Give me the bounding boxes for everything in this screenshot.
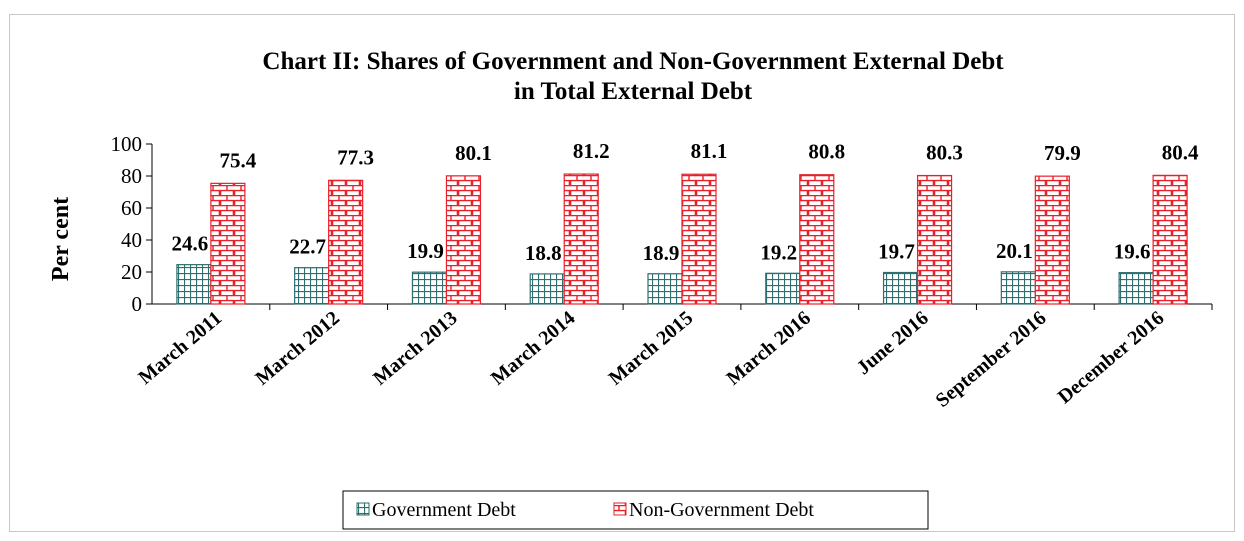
bar-non-government <box>1034 175 1070 305</box>
data-label-government: 18.9 <box>643 241 680 265</box>
data-label-government: 19.7 <box>878 239 915 263</box>
y-tick-label: 80 <box>121 164 142 188</box>
x-category-label: March 2015 <box>605 307 698 390</box>
legend-box <box>342 490 929 530</box>
data-label-non-government: 81.1 <box>691 139 728 163</box>
bar-non-government <box>916 174 953 305</box>
data-label-government: 19.2 <box>760 240 797 264</box>
bar-non-government <box>328 179 364 305</box>
bar-government <box>1000 271 1036 305</box>
chart-title-line2: in Total External Debt <box>514 78 753 105</box>
legend-swatch-government <box>356 502 370 516</box>
x-category-label: March 2012 <box>251 307 344 390</box>
data-label-government: 22.7 <box>289 235 326 259</box>
data-label-non-government: 77.3 <box>337 145 374 169</box>
x-category-label: March 2011 <box>134 307 226 389</box>
chart-svg: Chart II: Shares of Government and Non-G… <box>48 48 1213 530</box>
y-axis-label: Per cent <box>48 197 74 281</box>
chart-frame: Chart II: Shares of Government and Non-G… <box>9 14 1235 532</box>
legend-swatch-non-government <box>613 502 627 516</box>
bar-government <box>1118 272 1154 305</box>
y-tick-label: 0 <box>132 292 143 316</box>
x-category-label: September 2016 <box>932 307 1051 412</box>
bar-government <box>529 273 565 305</box>
data-label-government: 18.8 <box>525 241 562 265</box>
legend-label-government: Government Debt <box>372 499 516 521</box>
bar-non-government <box>210 182 246 305</box>
data-label-non-government: 75.4 <box>220 148 257 172</box>
bar-non-government <box>1152 174 1188 305</box>
data-label-non-government: 80.1 <box>455 141 492 165</box>
x-category-label: December 2016 <box>1054 307 1169 408</box>
bar-government <box>176 264 212 305</box>
y-tick-label: 40 <box>121 228 142 252</box>
bar-non-government <box>799 174 835 305</box>
data-label-government: 19.9 <box>407 239 444 263</box>
data-label-non-government: 80.8 <box>808 140 845 164</box>
x-category-label: March 2016 <box>722 307 815 390</box>
data-label-non-government: 81.2 <box>573 139 610 163</box>
bar-government <box>411 271 448 305</box>
bar-non-government <box>445 175 482 305</box>
x-category-label: March 2013 <box>369 307 462 390</box>
y-tick-label: 20 <box>121 260 142 284</box>
plot-area: 0 20 40 60 80 100 24.6 75.4 March 2011 22.7 77.3 Ma… <box>111 132 1213 412</box>
legend-label-non-government: Non-Government Debt <box>629 499 814 521</box>
y-tick-label: 100 <box>111 132 143 156</box>
data-label-non-government: 80.3 <box>926 141 963 165</box>
x-category-label: March 2014 <box>487 307 580 390</box>
bar-government <box>765 272 801 305</box>
data-label-government: 24.6 <box>172 232 209 256</box>
data-label-government: 20.1 <box>996 239 1033 263</box>
data-label-non-government: 79.9 <box>1044 141 1081 165</box>
legend: Government Debt Non-Government Debt <box>342 490 929 530</box>
y-tick-label: 60 <box>121 196 142 220</box>
chart-title: Chart II: Shares of Government and Non-G… <box>262 48 1004 75</box>
data-label-government: 19.6 <box>1114 240 1151 264</box>
bar-government <box>882 271 919 305</box>
bar-non-government <box>563 173 599 305</box>
bar-non-government <box>681 173 717 305</box>
bar-government <box>294 267 330 305</box>
x-category-label: June 2016 <box>853 307 933 379</box>
data-label-non-government: 80.4 <box>1162 140 1199 164</box>
bar-government <box>647 273 683 305</box>
